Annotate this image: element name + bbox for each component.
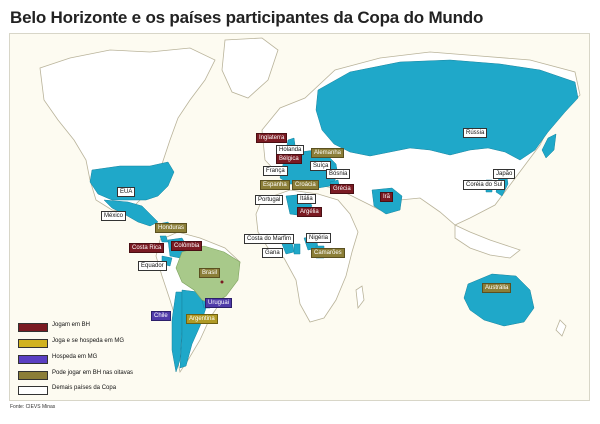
greenland-land [221, 37, 279, 99]
australia-shape [463, 273, 535, 327]
legend-label: Hospeda em MG [52, 354, 98, 360]
label-argelia: Argélia [297, 207, 322, 217]
label-camaroes: Camarões [311, 248, 345, 258]
label-australia: Austrália [482, 283, 512, 293]
label-gana: Gana [262, 248, 283, 258]
legend-swatch [18, 355, 48, 364]
legend-swatch [18, 371, 48, 380]
label-belgica: Bélgica [276, 154, 302, 164]
gana-shape [293, 243, 301, 255]
label-russia: Rússia [463, 128, 488, 138]
nz-land [555, 319, 567, 337]
label-bosnia: Bósnia [326, 169, 351, 179]
label-japao: Japão [493, 169, 516, 179]
label-nigeria: Nigéria [306, 233, 332, 243]
label-mexico: México [101, 211, 127, 221]
africa-land [255, 189, 359, 323]
source-note: Fonte: CIEVS Minas [10, 404, 56, 410]
label-honduras: Honduras [155, 223, 188, 233]
legend-label: Jogam em BH [52, 322, 91, 328]
label-brasil: Brasil [199, 268, 221, 278]
label-grecia: Grécia [330, 184, 354, 194]
southeast-asia-islands [454, 224, 521, 259]
label-coreia-do-sul: Coréia do Sul [463, 180, 506, 190]
label-italia: Itália [297, 194, 316, 204]
label-colombia: Colômbia [171, 241, 203, 251]
usa-shape [89, 161, 175, 201]
legend-swatch [18, 386, 48, 395]
legend-label: Pode jogar em BH nas oitavas [52, 370, 134, 376]
label-croacia: Croácia [292, 180, 319, 190]
bh-marker [220, 280, 224, 284]
kamchatka-shape [541, 133, 557, 159]
label-inglaterra: Inglaterra [256, 133, 288, 143]
label-suica: Suíça [310, 161, 332, 171]
label-costa-rica: Costa Rica [129, 243, 165, 253]
label-chile: Chile [151, 311, 171, 321]
label-argentina: Argentina [186, 314, 218, 324]
russia-shape [315, 59, 579, 161]
label-uruguai: Uruguai [205, 298, 233, 308]
label-equador: Equador [138, 261, 167, 271]
label-espanha: Espanha [260, 180, 290, 190]
label-ira: Irã [380, 192, 394, 202]
map-title: Belo Horizonte e os países participantes… [10, 8, 484, 27]
legend-label: Demais países da Copa [52, 385, 117, 391]
label-franca: França [263, 166, 288, 176]
label-eua: EUA [117, 187, 136, 197]
legend-label: Joga e se hospeda em MG [52, 338, 125, 344]
madagascar-land [355, 285, 365, 310]
legend-swatch [18, 339, 48, 348]
legend-swatch [18, 323, 48, 332]
label-alemanha: Alemanha [311, 148, 345, 158]
label-costa-do-marfim: Costa do Marfim [244, 234, 295, 244]
label-portugal: Portugal [255, 195, 284, 205]
